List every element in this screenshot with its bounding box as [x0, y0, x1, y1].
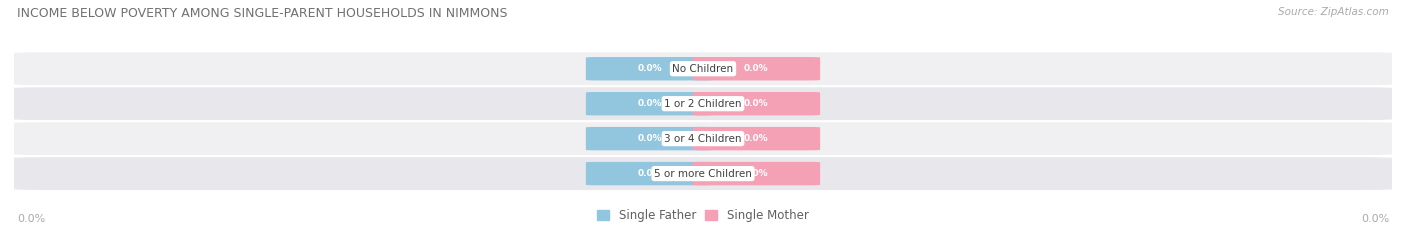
Text: 0.0%: 0.0%	[744, 169, 769, 178]
Text: 0.0%: 0.0%	[637, 64, 662, 73]
Text: 0.0%: 0.0%	[17, 214, 45, 224]
Text: 0.0%: 0.0%	[637, 169, 662, 178]
FancyBboxPatch shape	[586, 92, 713, 115]
Text: 0.0%: 0.0%	[744, 64, 769, 73]
FancyBboxPatch shape	[693, 57, 820, 80]
Text: INCOME BELOW POVERTY AMONG SINGLE-PARENT HOUSEHOLDS IN NIMMONS: INCOME BELOW POVERTY AMONG SINGLE-PARENT…	[17, 7, 508, 20]
Text: 5 or more Children: 5 or more Children	[654, 169, 752, 178]
FancyBboxPatch shape	[586, 57, 713, 80]
Text: 0.0%: 0.0%	[744, 99, 769, 108]
FancyBboxPatch shape	[7, 52, 1399, 85]
FancyBboxPatch shape	[586, 162, 713, 185]
FancyBboxPatch shape	[586, 127, 713, 150]
FancyBboxPatch shape	[7, 87, 1399, 120]
FancyBboxPatch shape	[693, 127, 820, 150]
Text: 3 or 4 Children: 3 or 4 Children	[664, 134, 742, 144]
Text: 1 or 2 Children: 1 or 2 Children	[664, 99, 742, 109]
Text: Source: ZipAtlas.com: Source: ZipAtlas.com	[1278, 7, 1389, 17]
FancyBboxPatch shape	[693, 162, 820, 185]
Text: No Children: No Children	[672, 64, 734, 74]
Text: 0.0%: 0.0%	[637, 99, 662, 108]
FancyBboxPatch shape	[7, 122, 1399, 155]
Legend: Single Father, Single Mother: Single Father, Single Mother	[595, 207, 811, 225]
Text: 0.0%: 0.0%	[744, 134, 769, 143]
Text: 0.0%: 0.0%	[1361, 214, 1389, 224]
Text: 0.0%: 0.0%	[637, 134, 662, 143]
FancyBboxPatch shape	[693, 92, 820, 115]
FancyBboxPatch shape	[7, 157, 1399, 190]
